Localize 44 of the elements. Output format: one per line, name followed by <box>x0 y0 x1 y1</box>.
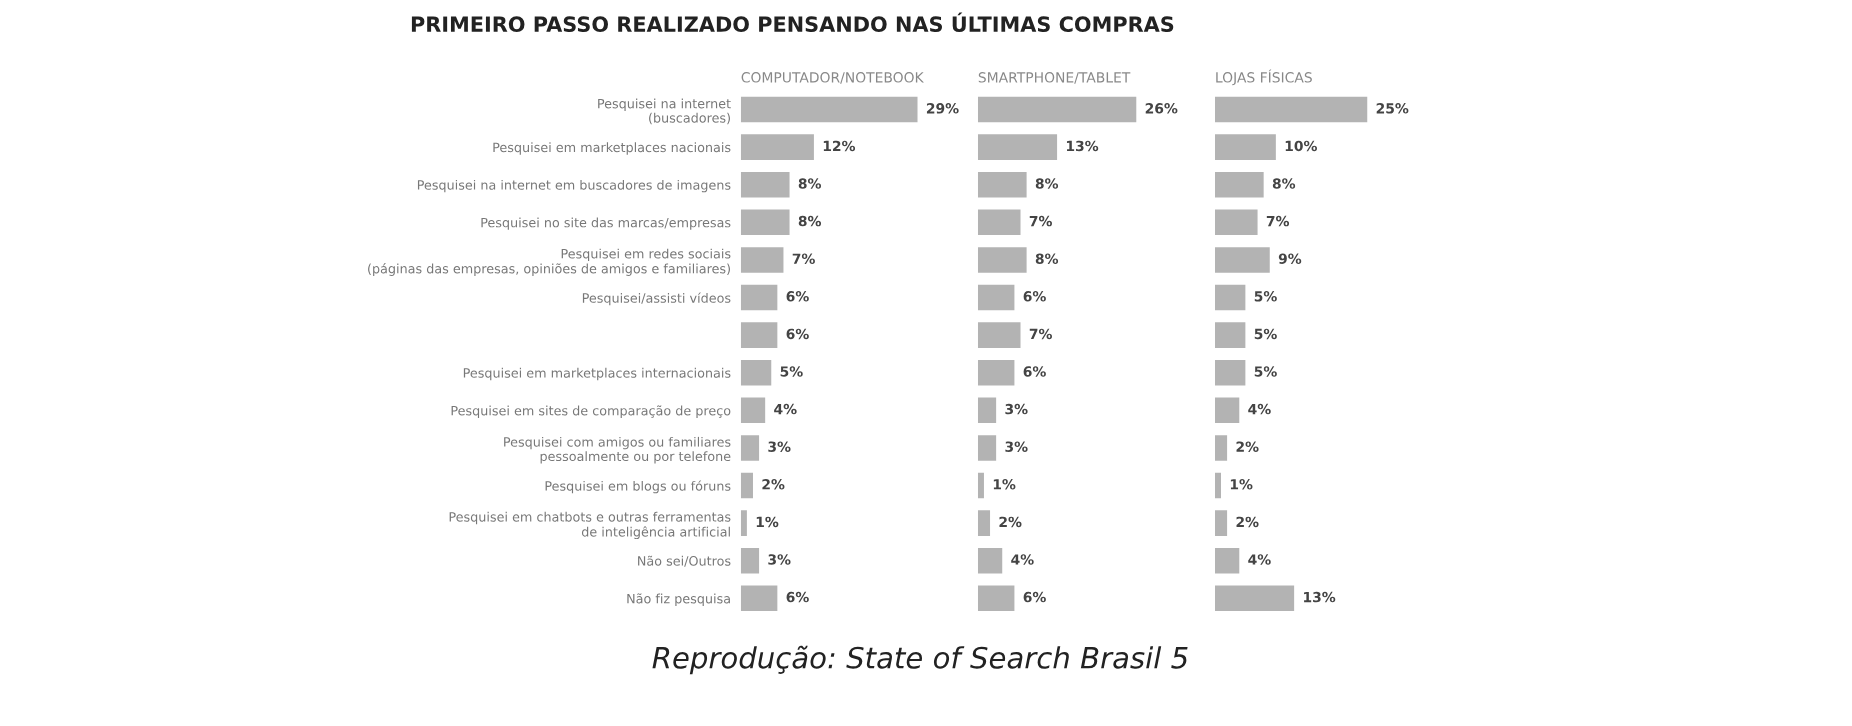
bar <box>977 510 991 536</box>
bar <box>977 397 997 424</box>
bar <box>740 435 760 461</box>
bar <box>1214 547 1240 574</box>
bar <box>740 397 766 424</box>
bar <box>977 585 1015 612</box>
bar <box>1214 96 1368 123</box>
bar <box>740 247 784 273</box>
bar <box>1214 510 1228 536</box>
bar <box>1214 397 1240 424</box>
bar <box>1214 359 1246 386</box>
bar <box>740 510 747 536</box>
text: PRIMEIRO PASSO REALIZADO PENSANDO NAS ÚLTIMAS COMPRAS <box>411 12 1174 33</box>
bar <box>977 547 1003 574</box>
bar <box>977 284 1015 311</box>
bar <box>740 96 918 123</box>
bar <box>1214 472 1222 499</box>
bar <box>1214 322 1246 348</box>
bar <box>977 96 1137 123</box>
bar <box>740 472 753 499</box>
bar <box>1214 435 1228 461</box>
bar <box>1214 171 1264 198</box>
text: Reprodução: State of Search Brasil 5 <box>652 645 1188 675</box>
bar <box>740 209 790 236</box>
bar <box>977 435 997 461</box>
bar <box>740 171 790 198</box>
bar <box>1214 585 1295 612</box>
bar <box>977 247 1027 273</box>
bar <box>977 472 984 499</box>
bar <box>740 547 760 574</box>
bar <box>977 134 1058 160</box>
bar <box>1214 247 1270 273</box>
bar <box>740 284 778 311</box>
bar <box>740 322 778 348</box>
bar <box>977 359 1015 386</box>
bar <box>977 322 1021 348</box>
bar <box>740 585 778 612</box>
bar <box>1214 134 1276 160</box>
bar <box>1214 284 1246 311</box>
bar <box>1214 209 1258 236</box>
bar <box>740 134 814 160</box>
bar <box>740 359 772 386</box>
bar <box>977 209 1021 236</box>
bar <box>977 171 1027 198</box>
